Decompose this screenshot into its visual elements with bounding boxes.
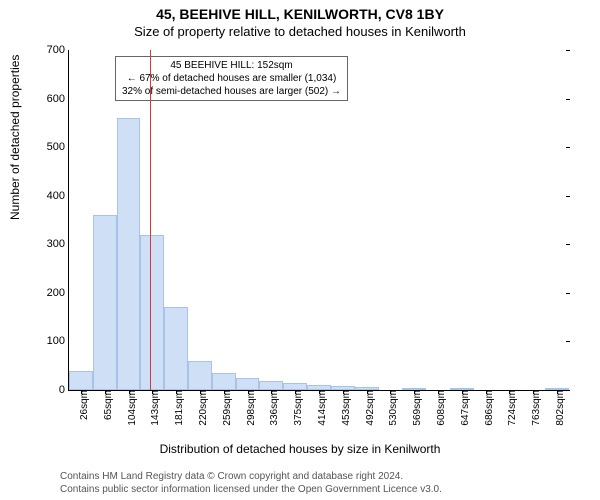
y-tick-label: 200 [47,287,69,299]
x-tick-label: 65sqm [101,390,114,420]
x-tick-label: 181sqm [172,390,185,426]
page-subtitle: Size of property relative to detached ho… [0,22,600,39]
reference-line [150,50,151,390]
histogram-bar [236,378,260,390]
y-tick-mark [566,99,570,100]
histogram-bar [188,361,212,390]
x-tick-label: 104sqm [125,390,138,426]
histogram-bar [164,307,188,390]
y-tick-label: 700 [47,44,69,56]
annotation-line1: 45 BEEHIVE HILL: 152sqm [122,59,341,72]
y-tick-mark [566,244,570,245]
x-tick-label: 220sqm [196,390,209,426]
y-tick-mark [566,50,570,51]
histogram-bar [140,235,164,390]
y-axis-label: Number of detached properties [8,55,22,220]
x-axis-label: Distribution of detached houses by size … [0,442,600,456]
x-tick-label: 724sqm [505,390,518,426]
histogram-bar [117,118,141,390]
x-tick-label: 492sqm [363,390,376,426]
histogram-bar [93,215,117,390]
y-tick-label: 0 [59,384,69,396]
annotation-line2: ← 67% of detached houses are smaller (1,… [122,72,341,85]
x-tick-label: 802sqm [553,390,566,426]
annotation-line3: 32% of semi-detached houses are larger (… [122,85,341,98]
y-tick-mark [566,390,570,391]
x-tick-label: 336sqm [267,390,280,426]
y-tick-mark [566,341,570,342]
y-tick-label: 500 [47,141,69,153]
x-tick-label: 298sqm [244,390,257,426]
x-tick-label: 259sqm [220,390,233,426]
x-tick-label: 414sqm [315,390,328,426]
histogram-bar [69,371,93,390]
x-tick-label: 763sqm [529,390,542,426]
y-tick-mark [566,147,570,148]
chart-area: 45 BEEHIVE HILL: 152sqm ← 67% of detache… [68,50,569,391]
x-tick-label: 686sqm [482,390,495,426]
x-tick-label: 608sqm [434,390,447,426]
y-tick-label: 600 [47,93,69,105]
x-tick-label: 26sqm [77,390,90,420]
chart-container: 45, BEEHIVE HILL, KENILWORTH, CV8 1BY Si… [0,0,600,500]
histogram-bar [212,373,236,390]
footer: Contains HM Land Registry data © Crown c… [60,470,442,496]
y-tick-label: 100 [47,335,69,347]
footer-line1: Contains HM Land Registry data © Crown c… [60,470,442,483]
histogram-bar [283,383,307,390]
x-tick-label: 375sqm [291,390,304,426]
x-tick-label: 569sqm [410,390,423,426]
x-tick-label: 143sqm [148,390,161,426]
y-tick-mark [566,293,570,294]
y-tick-label: 300 [47,238,69,250]
y-tick-mark [566,196,570,197]
x-tick-label: 530sqm [386,390,399,426]
y-tick-label: 400 [47,190,69,202]
x-tick-label: 647sqm [458,390,471,426]
histogram-bar [259,381,283,390]
x-tick-label: 453sqm [339,390,352,426]
page-title: 45, BEEHIVE HILL, KENILWORTH, CV8 1BY [0,0,600,22]
footer-line2: Contains public sector information licen… [60,483,442,496]
